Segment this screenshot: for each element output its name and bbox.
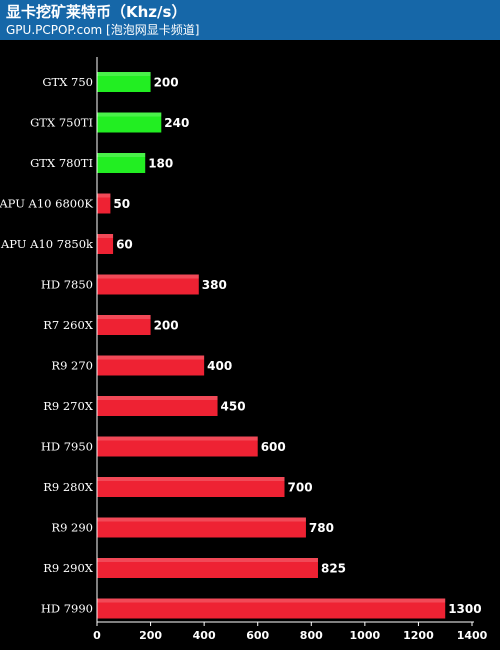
- bar: [97, 193, 111, 214]
- bar-highlight: [97, 598, 446, 603]
- category-label: R9 280X: [43, 480, 94, 494]
- category-label: R7 260X: [43, 318, 94, 332]
- bar-highlight: [97, 274, 199, 279]
- x-tick-label: 400: [193, 629, 216, 642]
- bar-chart: GTX 750 200 GTX 750TI 240 GTX 780TI 180 APU A1…: [0, 57, 488, 642]
- x-tick-label: 800: [300, 629, 323, 642]
- category-label: HD 7950: [41, 440, 93, 454]
- value-label: 450: [221, 400, 246, 414]
- value-label: 200: [154, 319, 179, 333]
- value-label: 600: [261, 440, 286, 454]
- bar-highlight: [97, 355, 205, 360]
- value-label: 200: [154, 76, 179, 90]
- bar: [97, 396, 218, 416]
- bar: [97, 517, 306, 538]
- bar: [97, 436, 258, 457]
- value-label: 700: [288, 481, 313, 495]
- bar-highlight: [97, 193, 111, 198]
- category-label: APU A10 6800K: [0, 197, 93, 211]
- category-label: HD 7850: [41, 278, 93, 292]
- bar-highlight: [97, 72, 151, 76]
- value-label: 380: [202, 278, 227, 292]
- x-tick-label: 200: [139, 629, 162, 642]
- bar-highlight: [97, 436, 258, 441]
- category-label: R9 290: [51, 521, 93, 535]
- category-label: GTX 750TI: [30, 116, 93, 130]
- x-tick-label: 0: [93, 629, 101, 642]
- value-label: 60: [116, 238, 133, 252]
- bar: [97, 112, 162, 133]
- bar-highlight: [97, 315, 151, 319]
- bar-highlight: [97, 396, 218, 400]
- x-tick-label: 1000: [350, 629, 381, 642]
- bar: [97, 355, 205, 376]
- value-label: 400: [207, 359, 232, 373]
- category-label: APU A10 7850k: [0, 237, 94, 251]
- value-label: 50: [113, 197, 130, 211]
- x-tick-label: 600: [246, 629, 269, 642]
- category-label: GTX 750: [42, 75, 93, 89]
- value-label: 240: [164, 116, 189, 130]
- value-label: 825: [321, 562, 346, 576]
- bar-highlight: [97, 558, 318, 562]
- bar: [97, 72, 151, 92]
- category-label: R9 270X: [43, 399, 94, 413]
- value-label: 1300: [448, 602, 481, 616]
- x-tick-label: 1400: [457, 629, 488, 642]
- bar-highlight: [97, 477, 285, 481]
- chart-header: 显卡挖矿莱特币（Khz/s） GPU.PCPOP.com [泡泡网显卡频道]: [0, 0, 500, 40]
- value-label: 780: [309, 521, 334, 535]
- category-label: GTX 780TI: [30, 156, 93, 170]
- chart-title: 显卡挖矿莱特币（Khz/s）: [6, 3, 187, 21]
- bar: [97, 598, 446, 619]
- bar: [97, 234, 114, 254]
- bar: [97, 274, 199, 295]
- bar-highlight: [97, 234, 114, 238]
- bar-highlight: [97, 112, 162, 117]
- bar-highlight: [97, 153, 146, 157]
- bar-highlight: [97, 517, 306, 522]
- bar: [97, 153, 146, 173]
- bar: [97, 315, 151, 335]
- bar: [97, 558, 318, 578]
- bar: [97, 477, 285, 497]
- chart-source: GPU.PCPOP.com [泡泡网显卡频道]: [6, 23, 200, 37]
- category-label: R9 270: [51, 359, 93, 373]
- category-label: R9 290X: [43, 561, 94, 575]
- category-label: HD 7990: [41, 602, 93, 616]
- x-tick-label: 1200: [403, 629, 434, 642]
- value-label: 180: [148, 157, 173, 171]
